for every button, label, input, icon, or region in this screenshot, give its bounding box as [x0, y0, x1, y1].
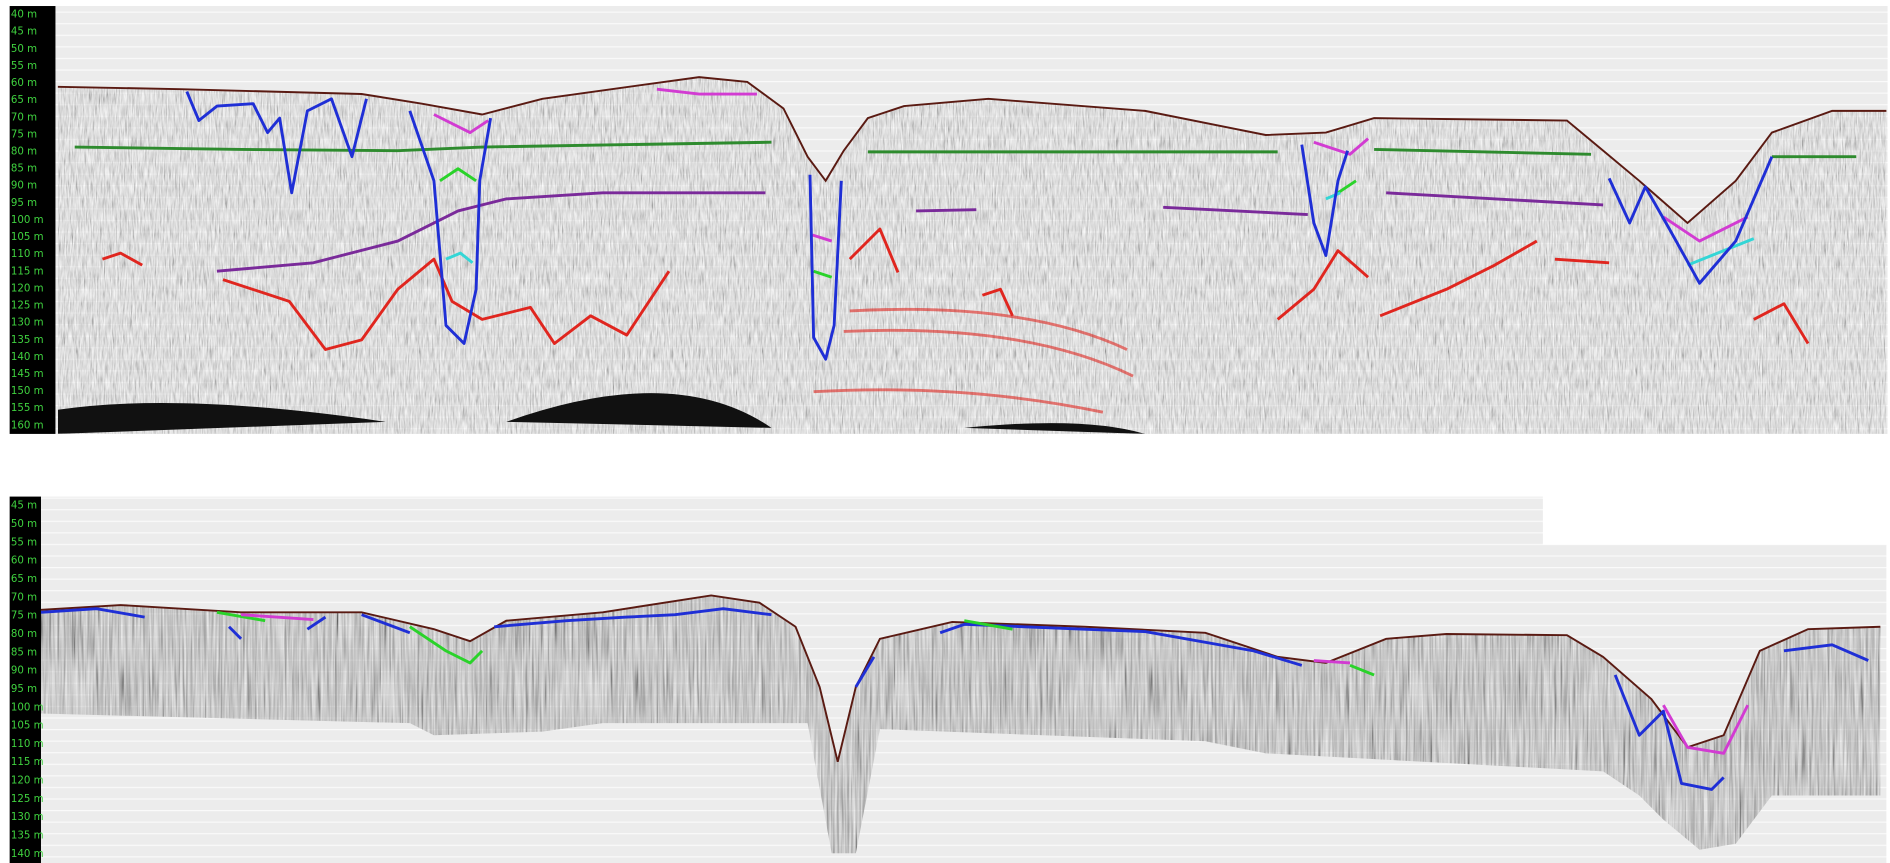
depth-label: 90 m [11, 180, 37, 192]
depth-label: 120 m [11, 282, 44, 294]
depth-label: 125 m [11, 300, 44, 312]
depth-label: 105 m [11, 231, 44, 243]
depth-label: 120 m [11, 775, 44, 787]
depth-label: 125 m [11, 793, 44, 805]
depth-label: 140 m [11, 351, 44, 363]
depth-label: 75 m [11, 128, 37, 140]
depth-label: 60 m [11, 555, 37, 567]
depth-label: 50 m [11, 518, 37, 530]
depth-label: 130 m [11, 317, 44, 329]
depth-label: 110 m [11, 738, 44, 750]
depth-label: 95 m [11, 197, 37, 209]
depth-label: 160 m [11, 419, 44, 431]
page: {"panels": [ {"depth_labels": ["40 m","4… [0, 0, 1890, 863]
depth-label: 70 m [11, 591, 37, 603]
depth-label: 100 m [11, 214, 44, 226]
depth-label: 115 m [11, 756, 44, 768]
depth-label: 85 m [11, 163, 37, 175]
depth-label: 95 m [11, 683, 37, 695]
depth-label: 115 m [11, 265, 44, 277]
depth-label: 60 m [11, 77, 37, 89]
depth-label: 70 m [11, 111, 37, 123]
depth-label: 145 m [11, 368, 44, 380]
depth-label: 75 m [11, 610, 37, 622]
depth-label: 100 m [11, 701, 44, 713]
depth-label: 55 m [11, 60, 37, 72]
depth-label: 55 m [11, 536, 37, 548]
depth-label: 110 m [11, 248, 44, 260]
depth-label: 40 m [11, 9, 37, 21]
depth-label: 85 m [11, 646, 37, 658]
depth-label: 155 m [11, 402, 44, 414]
depth-label: 80 m [11, 146, 37, 158]
depth-label: 130 m [11, 811, 44, 823]
depth-label: 45 m [11, 500, 37, 512]
depth-label: 45 m [11, 26, 37, 38]
depth-label: 50 m [11, 43, 37, 55]
depth-label: 150 m [11, 385, 44, 397]
depth-label: 105 m [11, 720, 44, 732]
depth-label: 80 m [11, 628, 37, 640]
depth-scale [10, 497, 41, 863]
depth-label: 65 m [11, 573, 37, 585]
profiles-view: 40 m 45 m 50 m 55 m 60 m 65 m 70 m 75 m 80 m 85 m… [0, 0, 1890, 863]
depth-label: 65 m [11, 94, 37, 106]
depth-label: 140 m [11, 848, 44, 860]
depth-label: 90 m [11, 665, 37, 677]
depth-label: 135 m [11, 334, 44, 346]
depth-label: 135 m [11, 830, 44, 842]
